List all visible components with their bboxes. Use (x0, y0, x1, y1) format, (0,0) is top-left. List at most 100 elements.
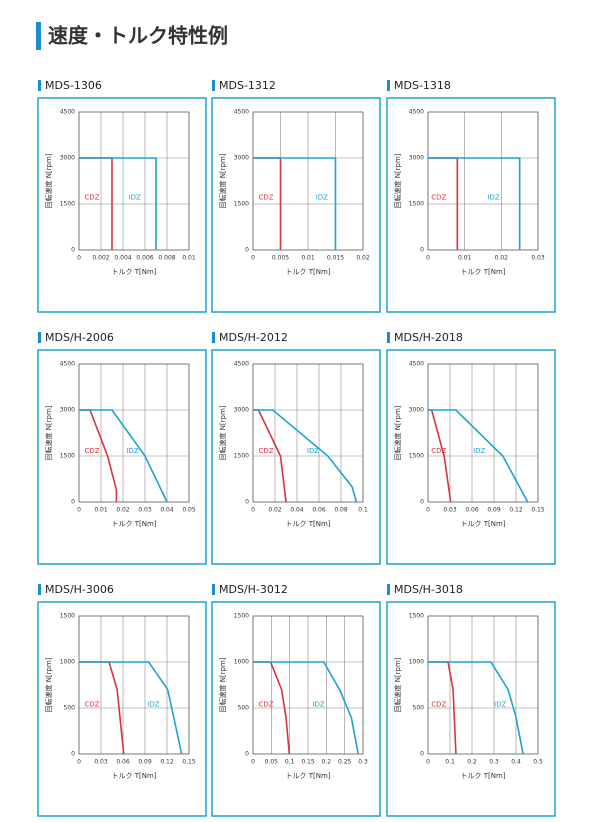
y-tick-label: 3000 (234, 407, 249, 414)
x-tick-label: 0.5 (533, 759, 543, 766)
title-bar (36, 22, 41, 50)
y-tick-label: 0 (245, 751, 249, 758)
chart-frame (37, 97, 207, 313)
x-tick-label: 0.03 (531, 255, 545, 262)
series-line (79, 661, 183, 755)
series-line (428, 661, 524, 755)
x-tick-label: 0.06 (312, 507, 326, 514)
chart-title-bar (38, 584, 41, 595)
y-tick-label: 1500 (409, 613, 424, 620)
y-tick-label: 3000 (409, 155, 424, 162)
y-tick-label: 500 (64, 705, 76, 712)
chart-title-bar (212, 584, 215, 595)
x-tick-label: 0.04 (290, 507, 304, 514)
x-tick-label: 0.03 (138, 507, 152, 514)
chart-title-bar (387, 584, 390, 595)
chart-title-bar (387, 332, 390, 343)
x-tick-label: 0.06 (116, 759, 130, 766)
plot-frame (427, 363, 539, 503)
series-label: CDZ (259, 447, 274, 455)
series-line (79, 157, 157, 250)
y-axis-label: 回転速度 N[rpm] (218, 153, 227, 208)
x-axis-label: トルク T[Nm] (460, 268, 505, 276)
chart-frame (37, 601, 207, 817)
y-tick-label: 500 (238, 705, 250, 712)
plot-frame (252, 111, 364, 251)
y-tick-label: 1000 (234, 659, 249, 666)
x-tick-label: 0.04 (160, 507, 174, 514)
chart-frame (211, 349, 381, 565)
x-tick-label: 0.006 (136, 255, 153, 262)
y-tick-label: 500 (413, 705, 425, 712)
x-tick-label: 0.09 (487, 507, 501, 514)
y-tick-label: 4500 (60, 109, 75, 116)
series-label: CDZ (259, 700, 274, 708)
chart-title: MDS-1312 (219, 79, 276, 92)
y-tick-label: 0 (71, 499, 75, 506)
y-tick-label: 0 (245, 247, 249, 254)
y-tick-label: 1500 (60, 613, 75, 620)
chart-title: MDS-1318 (394, 79, 451, 92)
series-label: IDZ (487, 194, 499, 202)
x-tick-label: 0.1 (285, 759, 295, 766)
x-axis-label: トルク T[Nm] (111, 772, 156, 780)
chart-frame (211, 97, 381, 313)
chart-title: MDS/H-3012 (219, 583, 288, 596)
x-axis-label: トルク T[Nm] (111, 268, 156, 276)
series-line (428, 157, 521, 250)
y-tick-label: 0 (420, 751, 424, 758)
y-axis-label: 回転速度 N[rpm] (44, 153, 53, 208)
series-line (428, 409, 529, 503)
series-line (253, 661, 360, 755)
x-tick-label: 0.15 (301, 759, 315, 766)
series-label: CDZ (431, 700, 446, 708)
series-label: CDZ (431, 447, 446, 455)
plot-frame (78, 111, 190, 251)
x-tick-label: 0.03 (94, 759, 108, 766)
chart-title: MDS/H-3006 (45, 583, 114, 596)
x-tick-label: 0.06 (465, 507, 479, 514)
y-axis-label: 回転速度 N[rpm] (218, 405, 227, 460)
x-tick-label: 0.02 (116, 507, 130, 514)
chart-frame (386, 349, 556, 565)
plot-frame (78, 363, 190, 503)
y-tick-label: 1500 (234, 613, 249, 620)
series-label: IDZ (473, 447, 485, 455)
x-axis-label: トルク T[Nm] (460, 772, 505, 780)
x-tick-label: 0.25 (338, 759, 352, 766)
y-axis-label: 回転速度 N[rpm] (393, 153, 402, 208)
y-tick-label: 3000 (234, 155, 249, 162)
x-tick-label: 0.15 (182, 759, 196, 766)
plot-frame (252, 615, 364, 755)
y-tick-label: 4500 (409, 361, 424, 368)
plot-frame (427, 615, 539, 755)
y-tick-label: 1500 (409, 453, 424, 460)
chart-title: MDS/H-3018 (394, 583, 463, 596)
chart-frame (37, 349, 207, 565)
x-tick-label: 0.004 (114, 255, 131, 262)
y-axis-label: 回転速度 N[rpm] (218, 657, 227, 712)
x-tick-label: 0 (77, 255, 81, 262)
x-tick-label: 0.03 (443, 507, 457, 514)
x-tick-label: 0.3 (489, 759, 499, 766)
y-axis-label: 回転速度 N[rpm] (393, 405, 402, 460)
y-tick-label: 4500 (234, 109, 249, 116)
chart-frame (386, 97, 556, 313)
y-tick-label: 4500 (409, 109, 424, 116)
y-tick-label: 1000 (60, 659, 75, 666)
x-axis-label: トルク T[Nm] (285, 772, 330, 780)
x-axis-label: トルク T[Nm] (460, 520, 505, 528)
y-tick-label: 1500 (60, 201, 75, 208)
x-tick-label: 0.3 (358, 759, 368, 766)
chart-title-bar (212, 80, 215, 91)
x-tick-label: 0.02 (356, 255, 370, 262)
x-tick-label: 0.05 (265, 759, 279, 766)
x-tick-label: 0.02 (495, 255, 509, 262)
x-tick-label: 0.01 (301, 255, 315, 262)
x-tick-label: 0 (251, 759, 255, 766)
chart-title: MDS/H-2006 (45, 331, 114, 344)
series-label: IDZ (129, 194, 141, 202)
y-tick-label: 1000 (409, 659, 424, 666)
series-line (253, 409, 358, 503)
